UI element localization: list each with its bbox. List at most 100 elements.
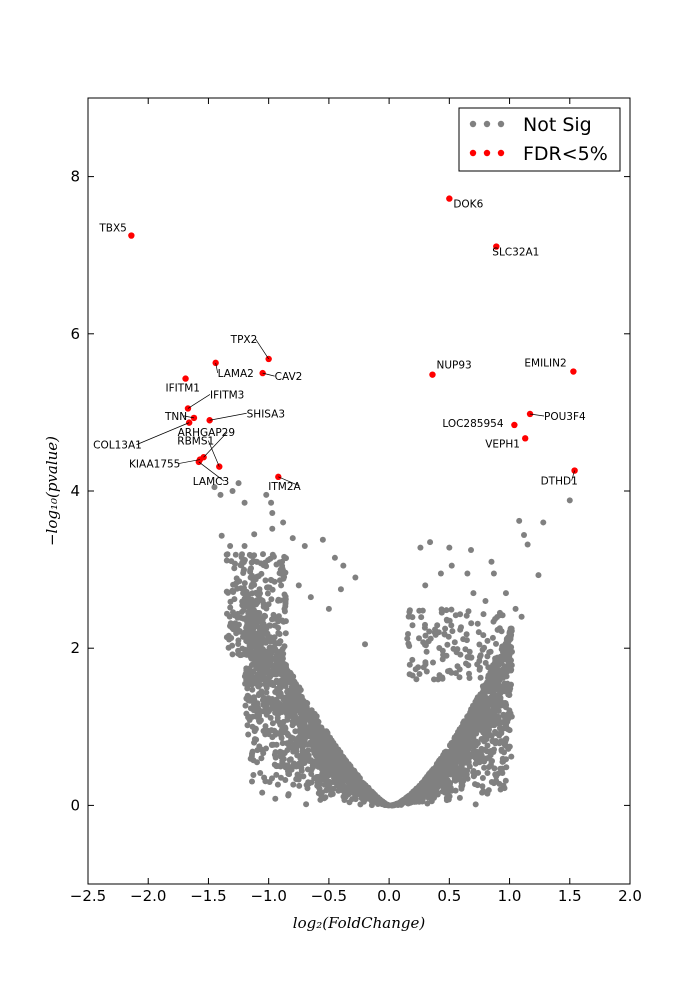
not-sig-point-1474	[315, 784, 322, 791]
sig-point-nup93	[429, 371, 436, 378]
not-sig-point-1451	[258, 690, 265, 697]
not-sig-point-1437	[334, 769, 341, 776]
not-sig-point-1387	[284, 716, 291, 723]
not-sig-point-1459	[352, 771, 359, 777]
not-sig-outlier-22	[247, 574, 254, 581]
not-sig-point-1302	[278, 707, 285, 714]
not-sig-point-3052	[491, 666, 498, 673]
not-sig-point-2886	[268, 596, 275, 603]
not-sig-point-1219	[259, 647, 266, 654]
not-sig-point-2539	[485, 714, 492, 721]
not-sig-point-1342	[308, 771, 315, 777]
not-sig-point-2785	[262, 577, 269, 584]
not-sig-point-2564	[493, 738, 499, 745]
not-sig-point-906	[287, 738, 294, 745]
not-sig-point-1053	[256, 743, 263, 750]
not-sig-point-3059	[443, 616, 450, 623]
not-sig-point-1429	[284, 730, 290, 737]
not-sig-point-1074	[291, 760, 297, 767]
not-sig-point-1480	[350, 789, 357, 795]
not-sig-point-808	[263, 684, 270, 691]
not-sig-point-2455	[502, 700, 509, 707]
not-sig-point-2678	[478, 705, 485, 712]
not-sig-point-1334	[279, 759, 286, 766]
not-sig-point-2602	[480, 728, 486, 735]
sig-point-emilin2	[570, 368, 577, 375]
not-sig-point-2659	[498, 646, 505, 653]
not-sig-outlier-19	[263, 491, 270, 498]
gene-label-shisa3: SHISA3	[247, 408, 285, 420]
not-sig-point-1408	[320, 749, 327, 756]
not-sig-point-2968	[477, 674, 484, 681]
not-sig-point-2945	[448, 622, 455, 629]
not-sig-point-2425	[458, 785, 465, 792]
not-sig-outlier-27	[337, 586, 344, 593]
not-sig-point-2462	[450, 771, 457, 778]
not-sig-point-2625	[483, 681, 490, 688]
sig-point-veph1	[522, 435, 529, 442]
not-sig-point-2916	[239, 559, 246, 566]
not-sig-point-730	[317, 796, 324, 803]
not-sig-point-1114	[349, 796, 356, 803]
not-sig-point-1253	[287, 705, 294, 711]
not-sig-point-2621	[452, 737, 458, 744]
not-sig-point-3002	[405, 640, 412, 647]
gene-label-lama2: LAMA2	[218, 368, 254, 380]
not-sig-point-1490	[326, 738, 332, 745]
not-sig-point-2217	[491, 722, 498, 729]
not-sig-point-2864	[226, 613, 233, 620]
not-sig-point-2654	[459, 730, 466, 737]
gene-label-tpx2: TPX2	[230, 334, 258, 346]
not-sig-point-2583	[455, 769, 462, 776]
not-sig-point-2663	[446, 769, 453, 776]
not-sig-point-1398	[265, 695, 272, 702]
axis-ticks: −2.5 −2.0 −1.5 −1.0 −0.5 0.0 0.5 1.0 1.5 2.0 0 2 4 6 8	[70, 98, 642, 905]
not-sig-point-3026	[466, 675, 473, 681]
not-sig-point-2780	[268, 645, 275, 652]
not-sig-point-3036	[419, 607, 426, 614]
not-sig-point-1488	[317, 732, 324, 739]
not-sig-point-2632	[484, 704, 491, 711]
x-axis-label: log₂(FoldChange)	[293, 914, 426, 932]
not-sig-point-1703	[456, 794, 463, 801]
legend-box	[458, 107, 621, 172]
not-sig-point-2682	[500, 725, 507, 732]
not-sig-outlier-16	[229, 488, 236, 494]
sig-point-tbx5	[128, 232, 135, 239]
not-sig-point-1384	[253, 704, 260, 711]
not-sig-point-2983	[474, 620, 481, 627]
not-sig-point-715	[296, 782, 303, 789]
not-sig-point-2494	[440, 781, 447, 788]
not-sig-outlier-0	[218, 532, 225, 539]
not-sig-point-2895	[223, 557, 230, 564]
gene-label-col13a1: COL13A1	[93, 440, 142, 452]
not-sig-point-3035	[406, 671, 413, 678]
leader-shisa3	[209, 412, 247, 421]
not-sig-point-2498	[477, 753, 484, 760]
not-sig-point-1275	[257, 676, 264, 683]
leader-tnn	[183, 415, 195, 419]
sig-point-dthd1	[571, 467, 578, 474]
gene-label-cav2: CAV2	[275, 371, 303, 383]
not-sig-outlier-18	[241, 499, 248, 506]
legend: Not Sig FDR<5%	[458, 107, 621, 172]
not-sig-point-1460	[357, 801, 364, 808]
not-sig-point-2899	[227, 620, 234, 627]
gene-label-rbms1: RBMS1	[177, 436, 214, 448]
not-sig-point-2852	[248, 583, 255, 590]
not-sig-point-1157	[272, 709, 279, 716]
not-sig-outlier-6	[280, 519, 287, 526]
not-sig-point-3015	[475, 629, 482, 636]
not-sig-point-1270	[277, 732, 284, 738]
not-sig-point-3020	[484, 637, 491, 644]
not-sig-point-1128	[250, 772, 257, 778]
not-sig-point-3034	[474, 661, 481, 668]
not-sig-point-500	[248, 644, 255, 651]
not-sig-point-2878	[248, 559, 255, 566]
not-sig-point-2894	[236, 628, 243, 634]
not-sig-point-3056	[422, 641, 428, 648]
not-sig-point-1393	[246, 713, 253, 720]
not-sig-point-2811	[257, 642, 264, 649]
not-sig-point-2451	[503, 735, 510, 742]
not-sig-outlier-24	[295, 582, 302, 589]
